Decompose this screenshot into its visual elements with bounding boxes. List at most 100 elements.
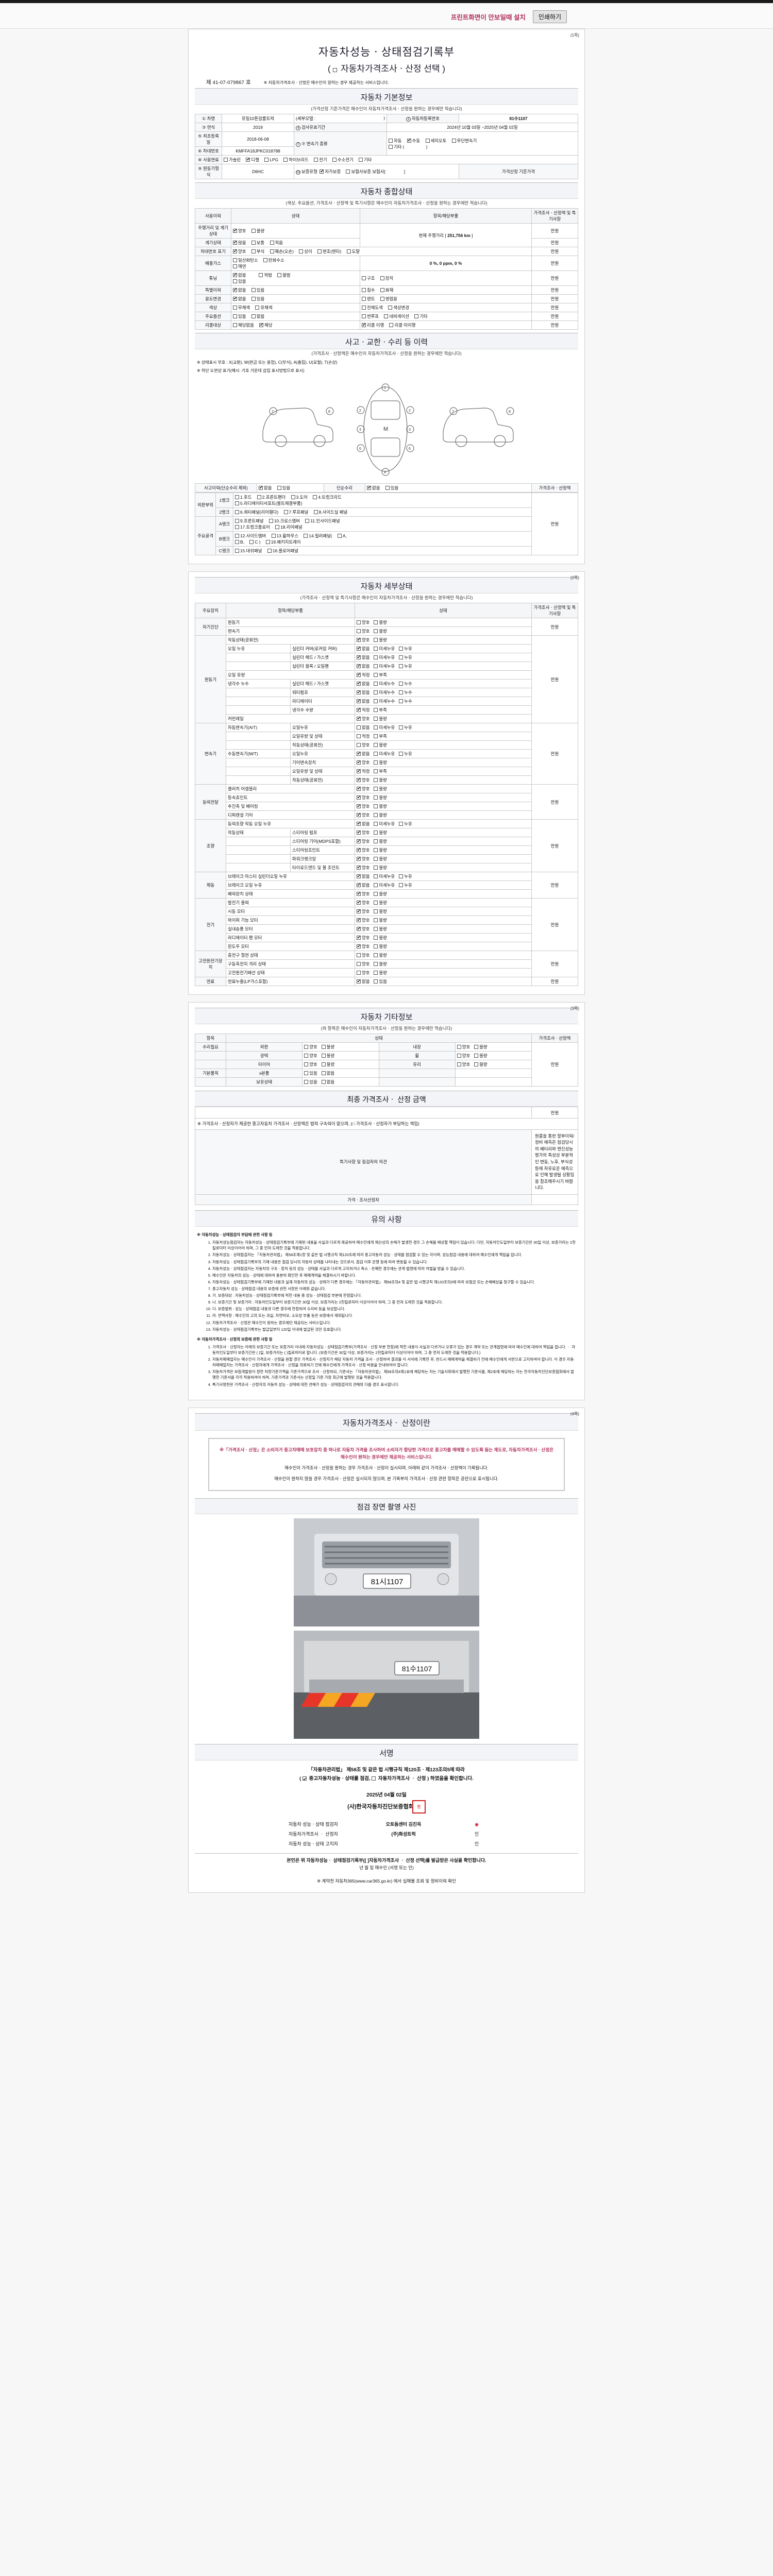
cond-1-4-opt-0[interactable]: 적정 xyxy=(357,672,369,678)
cond-6-2-opt-0[interactable]: 양호 xyxy=(357,917,369,923)
opt-recall-na[interactable]: 해당없음 xyxy=(233,322,254,328)
opt-recall-notdone[interactable]: 리콜 미이행 xyxy=(389,322,415,328)
cond-1-3-opt-0[interactable]: 없음 xyxy=(357,663,369,669)
opt-tuning-yes[interactable]: 있음 xyxy=(233,278,258,284)
frame-inside-panel[interactable]: 11.인사이드패널 xyxy=(305,518,340,524)
cond-2-2-opt-1[interactable]: 불량 xyxy=(374,742,387,748)
trans-opt-manual[interactable]: 수동 xyxy=(407,138,420,144)
frame-dash-panel[interactable]: 15.대쉬패널 xyxy=(235,548,262,554)
other-1-b-opt-0[interactable]: 양호 xyxy=(457,1053,470,1059)
cond-1-0-opt-0[interactable]: 양호 xyxy=(357,637,369,643)
cond-2-0-opt-1[interactable]: 미세누유 xyxy=(374,724,395,731)
cond-1-8-opt-1[interactable]: 부족 xyxy=(374,707,387,713)
cond-1-2-opt-1[interactable]: 미세누유 xyxy=(374,654,395,660)
fuel-opt-lpg[interactable]: LPG xyxy=(264,157,278,162)
cond-7-2-opt-1[interactable]: 불량 xyxy=(374,970,387,976)
trans-opt-cvt[interactable]: 무단변속기 xyxy=(451,138,477,144)
check-performance[interactable] xyxy=(302,1775,307,1783)
cond-1-5-opt-2[interactable]: 누수 xyxy=(399,681,412,687)
opt-good[interactable]: 양호 xyxy=(233,228,246,234)
opt-commercial[interactable]: 영업용 xyxy=(380,296,397,302)
panel-door[interactable]: 3.도어 xyxy=(291,494,308,500)
cond-1-3-opt-1[interactable]: 미세누유 xyxy=(374,663,395,669)
cond-0-1-opt-0[interactable]: 양호 xyxy=(357,628,369,634)
opt-vin-erased[interactable]: 도말 xyxy=(346,248,360,255)
cond-4-4-opt-1[interactable]: 불량 xyxy=(374,856,387,862)
opt-simple-none[interactable]: 없음 xyxy=(367,485,380,491)
cond-2-5-opt-0[interactable]: 적정 xyxy=(357,768,369,774)
opt-crash-none[interactable]: 없음 xyxy=(259,485,272,491)
cond-7-1-opt-0[interactable]: 양호 xyxy=(357,961,369,967)
cond-7-2-opt-0[interactable]: 양호 xyxy=(357,970,369,976)
opt-normal[interactable]: 보통 xyxy=(251,240,264,246)
cond-3-1-opt-1[interactable]: 불량 xyxy=(374,794,387,801)
fuel-opt-gasoline[interactable]: 가솔린 xyxy=(224,157,241,163)
cond-6-0-opt-0[interactable]: 양호 xyxy=(357,900,369,906)
cond-4-3-opt-1[interactable]: 불량 xyxy=(374,847,387,853)
opt-full-paint[interactable]: 전체도색 xyxy=(362,304,383,311)
opt-achromatic[interactable]: 무채색 xyxy=(233,304,250,311)
cond-6-1-opt-0[interactable]: 양호 xyxy=(357,908,369,914)
cond-7-0-opt-0[interactable]: 양호 xyxy=(357,952,369,958)
opt-crash-yes[interactable]: 있음 xyxy=(277,485,290,491)
cond-6-1-opt-1[interactable]: 불량 xyxy=(374,908,387,914)
cond-1-4-opt-1[interactable]: 부족 xyxy=(374,672,387,678)
cond-4-1-opt-1[interactable]: 불량 xyxy=(374,829,387,836)
cond-1-2-opt-0[interactable]: 없음 xyxy=(357,654,369,660)
cond-3-2-opt-0[interactable]: 양호 xyxy=(357,803,369,809)
opt-flood[interactable]: 침수 xyxy=(362,287,375,293)
cond-8-0-opt-1[interactable]: 있음 xyxy=(374,978,387,985)
other-1-a-opt-1[interactable]: 불량 xyxy=(321,1053,334,1059)
cond-3-0-opt-1[interactable]: 불량 xyxy=(374,786,387,792)
frame-crossmember[interactable]: 10.크로스멤버 xyxy=(268,518,300,524)
cond-1-6-opt-0[interactable]: 없음 xyxy=(357,689,369,696)
cond-1-2-opt-2[interactable]: 누유 xyxy=(399,654,412,660)
other-1-b-opt-1[interactable]: 불량 xyxy=(474,1053,488,1059)
panel-roof[interactable]: 7.루프패널 xyxy=(283,509,308,515)
opt-hc[interactable]: 탄화수소 xyxy=(263,257,284,263)
cond-5-2-opt-1[interactable]: 불량 xyxy=(374,891,387,897)
opt-vin-damage[interactable]: 훼손(오손) xyxy=(270,248,294,255)
cond-1-0-opt-1[interactable]: 불량 xyxy=(374,637,387,643)
print-button[interactable]: 인쇄하기 xyxy=(532,10,567,23)
cond-5-1-opt-0[interactable]: 없음 xyxy=(357,882,369,888)
opt-simple-yes[interactable]: 있음 xyxy=(385,485,398,491)
cond-3-3-opt-0[interactable]: 양호 xyxy=(357,812,369,818)
cond-1-7-opt-1[interactable]: 미세누수 xyxy=(374,698,395,704)
fuel-opt-electric[interactable]: 전기 xyxy=(314,157,327,163)
other-0-a-opt-1[interactable]: 불량 xyxy=(321,1044,334,1050)
trans-opt-semi[interactable]: 세미오토 xyxy=(425,138,446,144)
cond-5-0-opt-0[interactable]: 없음 xyxy=(357,873,369,879)
cond-5-1-opt-2[interactable]: 누유 xyxy=(399,882,412,888)
cond-5-2-opt-0[interactable]: 양호 xyxy=(357,891,369,897)
cond-2-2-opt-0[interactable]: 양호 xyxy=(357,742,369,748)
cond-5-0-opt-1[interactable]: 미세누유 xyxy=(374,873,395,879)
transmission-etc[interactable]: 기타 () xyxy=(389,144,576,150)
trans-opt-auto[interactable]: 자동 xyxy=(389,138,401,144)
frame-trunk-floor[interactable]: 17.트렁크플로어 xyxy=(235,524,270,530)
other-0-b-opt-1[interactable]: 불량 xyxy=(474,1044,488,1050)
cond-4-2-opt-0[interactable]: 양호 xyxy=(357,838,369,844)
cond-6-4-opt-0[interactable]: 양호 xyxy=(357,935,369,941)
opt-chromatic[interactable]: 유채색 xyxy=(255,304,273,311)
opt-special-none[interactable]: 없음 xyxy=(233,287,246,293)
cond-3-3-opt-1[interactable]: 불량 xyxy=(374,812,387,818)
fuel-opt-hybrid[interactable]: 하이브리드 xyxy=(283,157,309,163)
cond-3-2-opt-1[interactable]: 불량 xyxy=(374,803,387,809)
cond-1-6-opt-1[interactable]: 미세누수 xyxy=(374,689,395,696)
cond-4-0-opt-0[interactable]: 없음 xyxy=(357,821,369,827)
opt-vin-diff[interactable]: 상이 xyxy=(299,248,312,255)
opt-has[interactable]: 있음 xyxy=(233,313,246,319)
other-2-b-opt-1[interactable]: 불량 xyxy=(474,1061,488,1067)
frame-pillar-a[interactable]: A, xyxy=(337,533,347,538)
opt-use-yes[interactable]: 있음 xyxy=(251,296,264,302)
other-4-a-opt-1[interactable]: 없음 xyxy=(321,1079,334,1085)
cond-5-0-opt-2[interactable]: 누유 xyxy=(399,873,412,879)
other-3-a-opt-0[interactable]: 있음 xyxy=(304,1070,317,1076)
other-0-a-opt-0[interactable]: 양호 xyxy=(304,1044,317,1050)
cond-2-6-opt-0[interactable]: 양호 xyxy=(357,777,369,783)
cond-1-6-opt-2[interactable]: 누수 xyxy=(399,689,412,696)
panel-trunk-lid[interactable]: 4.트렁크리드 xyxy=(313,494,342,500)
cond-3-1-opt-0[interactable]: 양호 xyxy=(357,794,369,801)
opt-etc[interactable]: 기타 xyxy=(414,313,428,319)
